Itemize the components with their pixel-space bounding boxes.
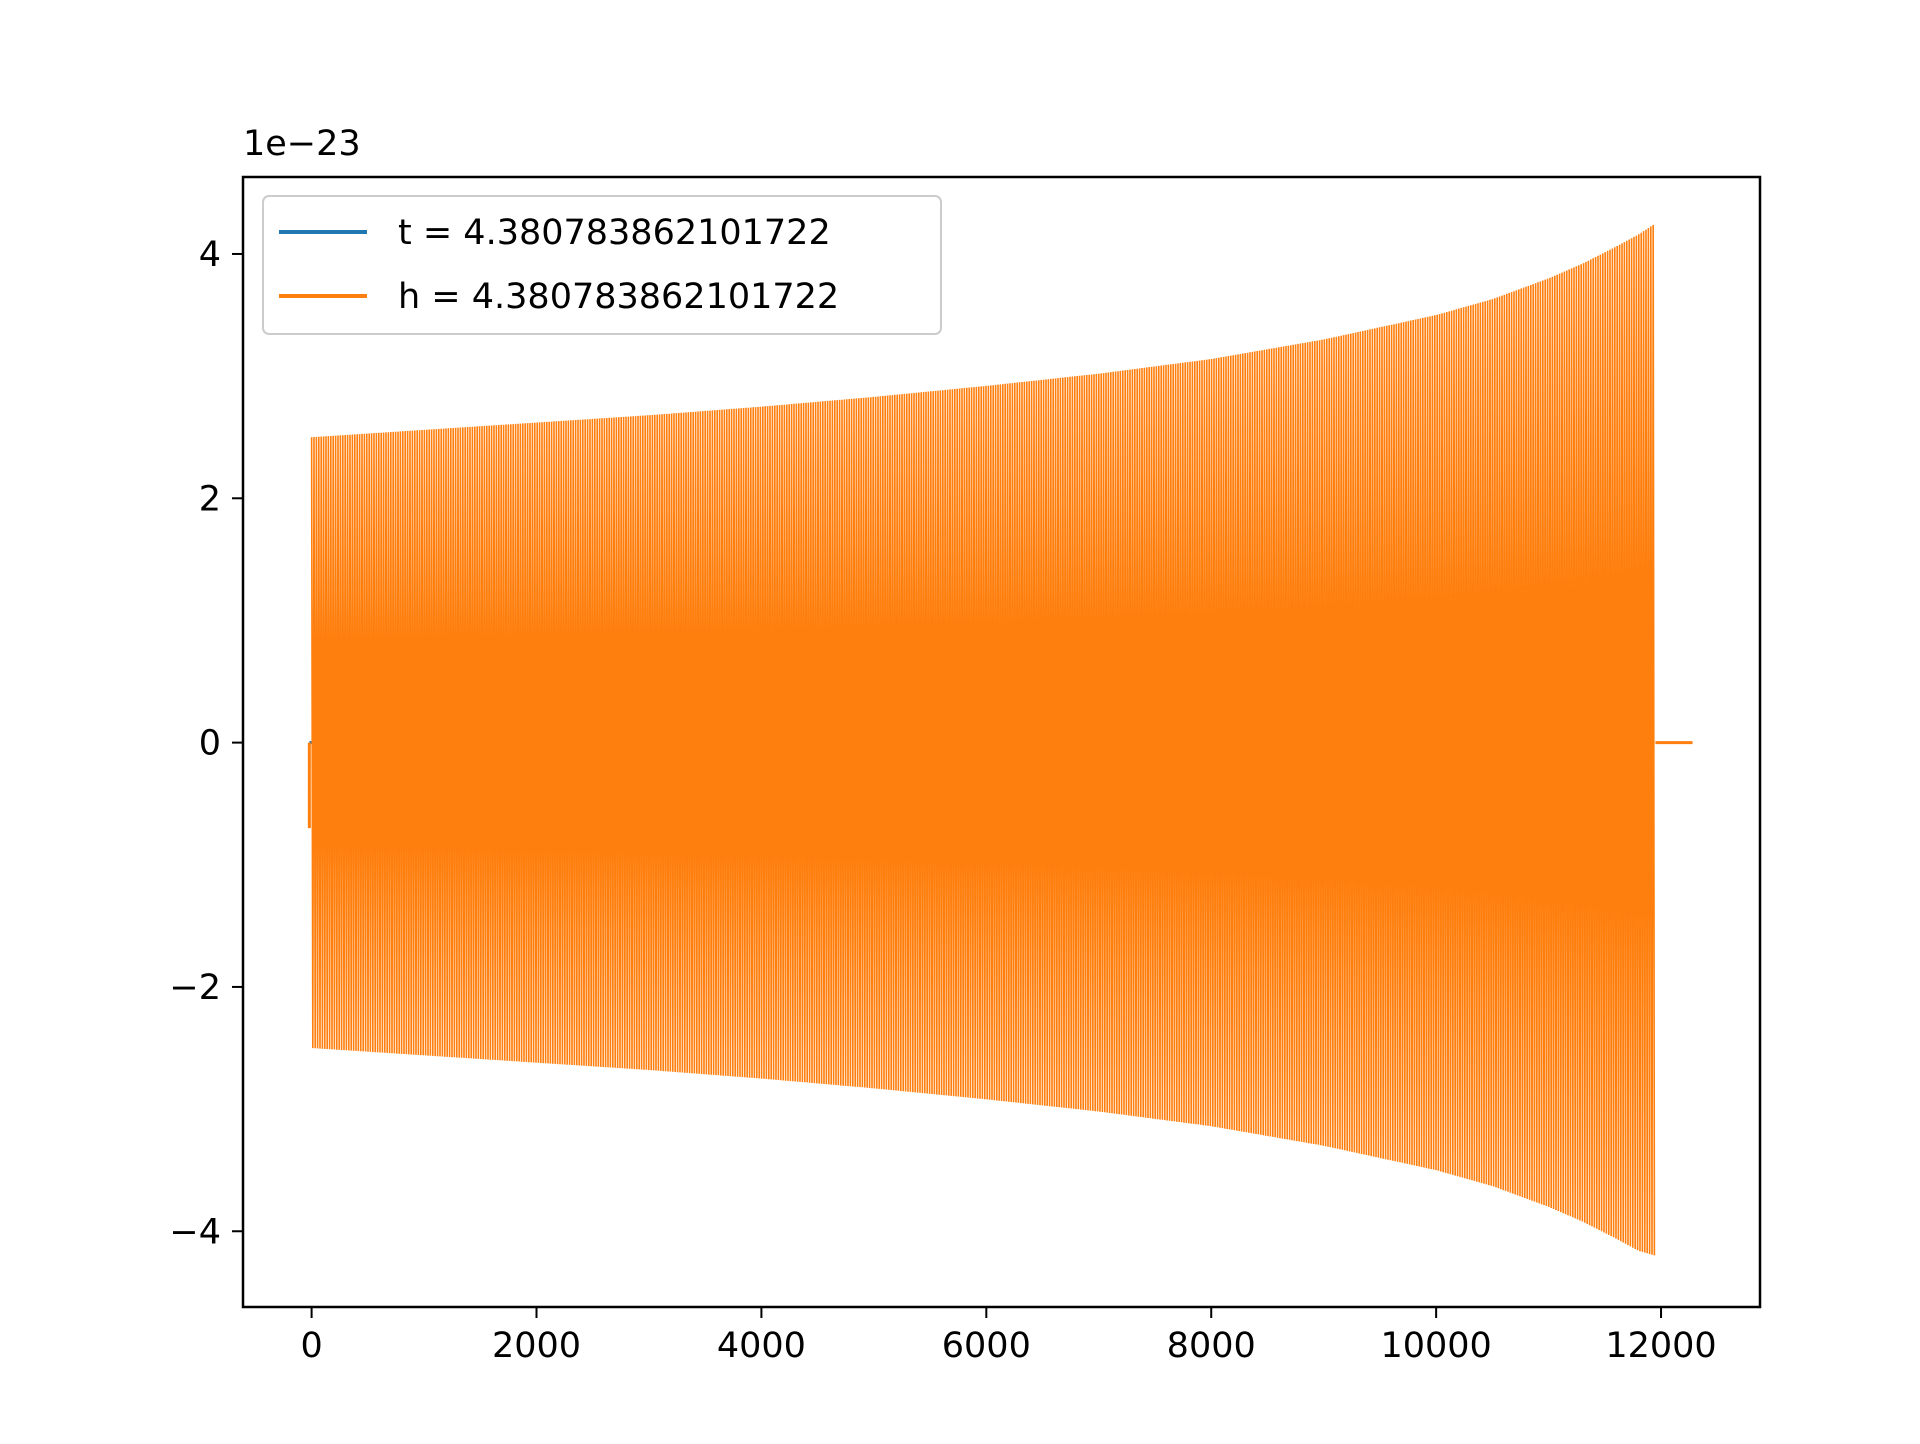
y-tick-label: −2 [169,968,221,1008]
y-tick-label: 0 [199,724,221,764]
y-axis-offset-text: 1e−23 [243,124,361,164]
legend-box [262,195,942,335]
x-tick-label: 6000 [942,1326,1031,1366]
legend-label: h = 4.380783862101722 [398,277,839,317]
x-tick-label: 2000 [492,1326,581,1366]
y-tick-label: −4 [169,1212,221,1252]
legend: t = 4.380783862101722 h = 4.3807838621017… [262,195,942,335]
y-tick-label: 2 [199,479,221,519]
legend-label: t = 4.380783862101722 [398,213,831,253]
x-axis: 0 2000 4000 6000 8000 10000 12000 [300,1307,1717,1366]
series-h-line [310,224,1656,1256]
x-tick-label: 8000 [1167,1326,1256,1366]
x-tick-label: 0 [300,1326,322,1366]
x-tick-label: 12000 [1605,1326,1716,1366]
x-tick-label: 10000 [1380,1326,1491,1366]
plot-content [307,224,1693,1256]
y-tick-label: 4 [199,235,221,275]
y-axis: −4 −2 0 2 4 [169,235,243,1252]
x-tick-label: 4000 [717,1326,806,1366]
